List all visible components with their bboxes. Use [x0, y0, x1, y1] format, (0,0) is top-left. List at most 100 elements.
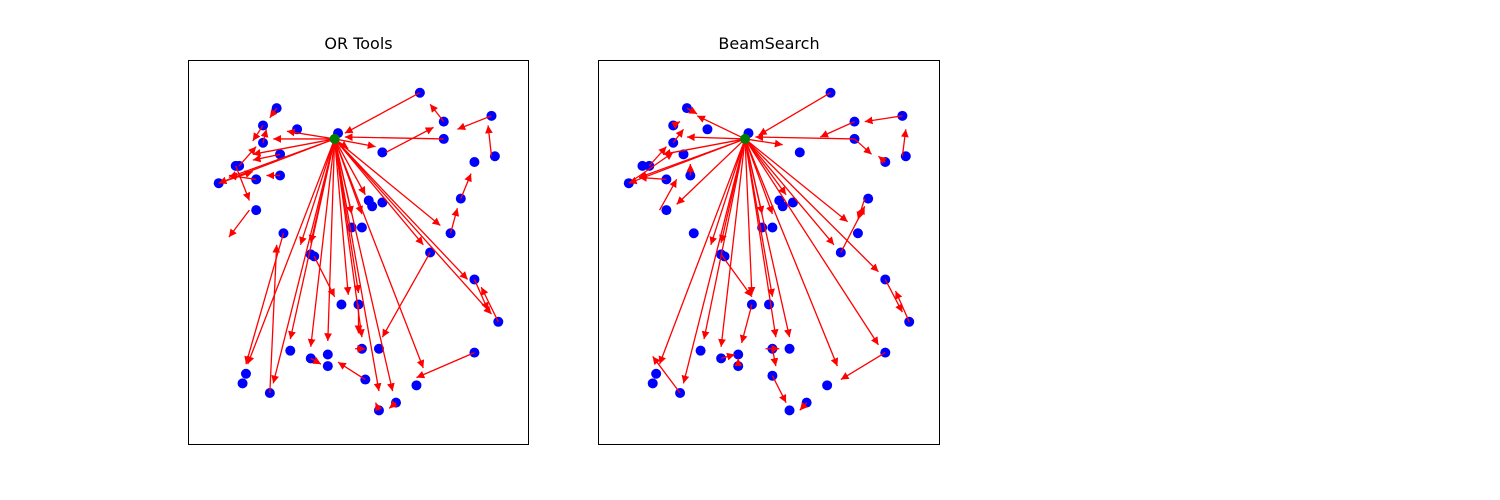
node-point — [716, 353, 727, 364]
route-arrow — [744, 138, 775, 297]
route-arrow — [344, 92, 421, 134]
route-arrow — [744, 138, 792, 338]
node-point — [767, 222, 778, 233]
node-point — [784, 405, 795, 416]
node-point — [309, 251, 320, 262]
route-arrow — [720, 254, 753, 298]
node-point — [275, 170, 286, 181]
node-point — [637, 160, 648, 171]
node-point — [251, 174, 262, 185]
route-arrow — [307, 138, 336, 347]
node-point — [702, 124, 713, 135]
route-arrow — [485, 125, 493, 157]
node-point — [661, 205, 672, 216]
route-arrow — [771, 375, 787, 403]
node-point — [489, 151, 500, 162]
node-point — [880, 347, 891, 358]
route-arrow — [334, 138, 425, 369]
route-arrow — [840, 352, 886, 381]
node-point — [777, 201, 788, 212]
route-arrow — [344, 133, 444, 142]
route-arrow — [252, 153, 281, 163]
route-arrow — [840, 206, 866, 253]
route-arrow — [718, 138, 746, 347]
route-arrow — [381, 252, 431, 338]
route-arrow — [658, 138, 746, 365]
route-arrow — [686, 133, 746, 142]
route-arrow — [246, 138, 336, 365]
route-arrow — [480, 286, 499, 323]
route-arrow — [799, 401, 808, 411]
route-arrow — [672, 128, 685, 144]
node-point — [278, 228, 289, 239]
route-arrow — [333, 138, 382, 392]
route-arrow — [310, 356, 322, 365]
route-arrow — [878, 155, 887, 165]
route-arrow — [864, 115, 903, 125]
node-point — [897, 110, 908, 121]
route-arrow — [720, 352, 735, 361]
route-arrow — [385, 126, 434, 153]
node-point — [285, 345, 296, 356]
route-arrow — [739, 304, 753, 344]
route-arrow — [449, 208, 460, 234]
node-point — [367, 201, 378, 212]
chart-panel-beamsearch: BeamSearch — [598, 34, 940, 445]
route-arrow — [744, 138, 835, 246]
route-arrow — [299, 138, 336, 245]
route-arrow — [676, 138, 746, 205]
route-arrow — [686, 106, 698, 115]
route-arrow — [218, 170, 253, 184]
node-point — [668, 120, 679, 131]
plot-frame — [188, 60, 529, 445]
node-point — [240, 368, 251, 379]
route-arrow — [252, 125, 264, 142]
route-arrow — [337, 361, 366, 381]
route-arrow — [755, 133, 855, 142]
route-arrow — [334, 138, 376, 150]
route-arrow — [638, 174, 667, 182]
route-arrow — [238, 146, 257, 167]
route-arrow — [324, 138, 336, 342]
route-arrow — [457, 115, 492, 131]
node-point — [336, 299, 347, 310]
node-point — [764, 299, 774, 310]
node-point — [237, 378, 248, 389]
node-point — [486, 110, 497, 121]
route-arrow — [429, 103, 445, 123]
route-arrow — [269, 107, 278, 119]
route-arrow — [744, 138, 879, 346]
route-arrow — [252, 138, 335, 157]
route-arrow — [638, 138, 746, 179]
chart-title: OR Tools — [324, 34, 393, 53]
route-arrow — [696, 115, 746, 140]
node-point — [373, 343, 384, 354]
node-point — [377, 197, 388, 208]
node-point — [647, 378, 658, 389]
node-point — [787, 197, 798, 208]
route-arrow — [260, 129, 269, 143]
node-point — [681, 103, 692, 114]
node-point — [373, 405, 384, 416]
plot-area — [598, 60, 940, 445]
node-point — [651, 368, 662, 379]
route-arrow — [758, 92, 831, 136]
route-arrow — [473, 279, 489, 311]
node-point — [733, 349, 744, 360]
route-arrow — [269, 244, 281, 394]
route-arrow — [334, 138, 441, 227]
node-point — [746, 299, 757, 310]
node-point — [275, 149, 286, 160]
route-arrow — [701, 138, 746, 340]
route-arrow — [333, 138, 395, 392]
node-point — [377, 147, 388, 158]
chart-panel-or-tools: OR Tools — [188, 34, 529, 445]
node-point — [251, 205, 262, 216]
plot-area — [188, 60, 529, 445]
route-arrow — [288, 138, 336, 340]
route-arrow — [854, 138, 873, 155]
route-arrow — [313, 256, 336, 298]
route-arrow — [460, 173, 472, 199]
route-arrow — [671, 121, 681, 129]
node-point — [784, 343, 795, 354]
